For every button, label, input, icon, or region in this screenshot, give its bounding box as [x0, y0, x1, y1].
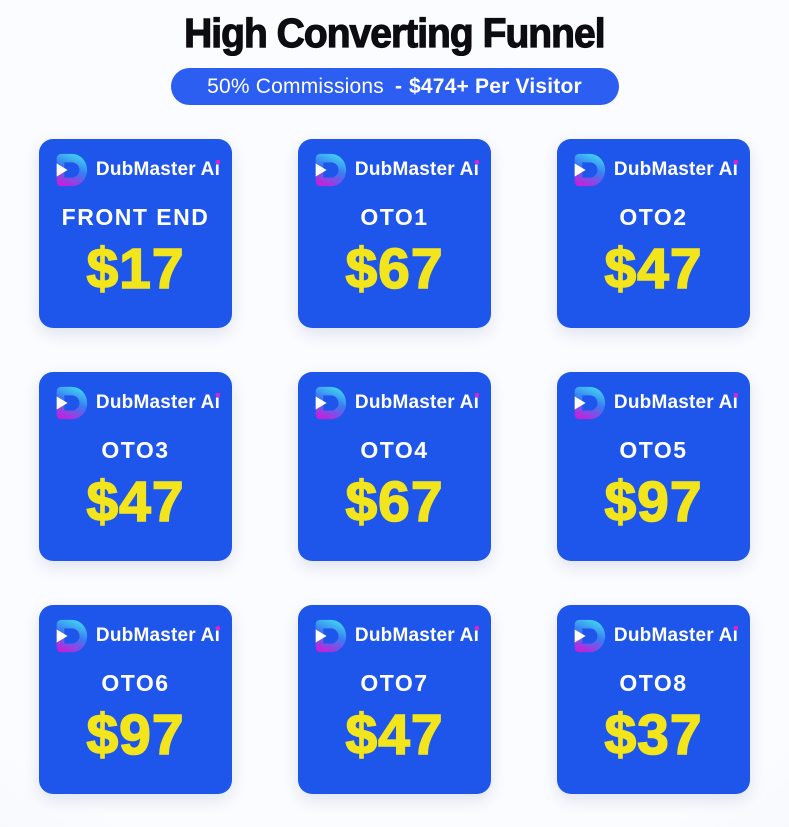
card-label: OTO1	[360, 204, 429, 230]
dubmaster-logo: DubMaster Ai	[569, 615, 739, 657]
play-triangle-icon	[56, 396, 68, 410]
dubmaster-d-play-icon	[315, 386, 347, 420]
dubmaster-d-play-icon	[315, 153, 347, 187]
brand-name: DubMaster Ai	[95, 159, 221, 180]
brand-name: DubMaster Ai	[95, 392, 221, 413]
play-triangle-icon	[56, 163, 68, 177]
funnel-card: DubMaster Ai OTO3 $47	[39, 372, 232, 561]
play-triangle-icon	[574, 163, 586, 177]
card-price: $17	[86, 237, 185, 301]
funnel-card: DubMaster Ai OTO1 $67	[298, 139, 491, 328]
dubmaster-logo: DubMaster Ai	[51, 615, 221, 657]
brand-name: DubMaster Ai	[95, 625, 221, 646]
funnel-card: DubMaster Ai OTO4 $67	[298, 372, 491, 561]
card-label: OTO7	[360, 670, 429, 696]
brand-name: DubMaster Ai	[613, 625, 739, 646]
funnel-card: DubMaster Ai OTO6 $97	[39, 605, 232, 794]
dubmaster-logo: DubMaster Ai	[310, 615, 480, 657]
funnel-card: DubMaster Ai FRONT END $17	[39, 139, 232, 328]
card-price: $97	[86, 703, 185, 767]
per-visitor-text: $474+ Per Visitor	[409, 74, 582, 98]
card-label: OTO6	[101, 670, 170, 696]
dubmaster-d-play-icon	[315, 619, 347, 653]
card-price: $97	[604, 470, 703, 534]
brand-name: DubMaster Ai	[354, 392, 480, 413]
dubmaster-logo: DubMaster Ai	[51, 382, 221, 424]
funnel-card: DubMaster Ai OTO5 $97	[557, 372, 750, 561]
badge-dash: -	[395, 74, 402, 98]
dubmaster-logo: DubMaster Ai	[310, 382, 480, 424]
dubmaster-logo: DubMaster Ai	[569, 149, 739, 191]
dubmaster-logo: DubMaster Ai	[310, 149, 480, 191]
dubmaster-logo: DubMaster Ai	[569, 382, 739, 424]
play-triangle-icon	[56, 629, 68, 643]
card-label: OTO8	[619, 670, 688, 696]
card-label: FRONT END	[61, 204, 210, 230]
card-price: $67	[345, 237, 444, 301]
page-header: High Converting Funnel 50% Commissions -…	[0, 0, 789, 105]
card-price: $37	[604, 703, 703, 767]
brand-name: DubMaster Ai	[354, 159, 480, 180]
card-price: $47	[86, 470, 185, 534]
play-triangle-icon	[574, 629, 586, 643]
page-title: High Converting Funnel	[184, 9, 607, 56]
dubmaster-d-play-icon	[56, 386, 88, 420]
card-label: OTO2	[619, 204, 688, 230]
play-triangle-icon	[574, 396, 586, 410]
commission-rate-text: 50% Commissions	[207, 74, 384, 98]
play-triangle-icon	[315, 396, 327, 410]
funnel-card: DubMaster Ai OTO7 $47	[298, 605, 491, 794]
brand-name: DubMaster Ai	[354, 625, 480, 646]
funnel-card: DubMaster Ai OTO8 $37	[557, 605, 750, 794]
card-label: OTO5	[619, 437, 688, 463]
funnel-card: DubMaster Ai OTO2 $47	[557, 139, 750, 328]
card-price: $47	[604, 237, 703, 301]
card-label: OTO3	[101, 437, 170, 463]
brand-name: DubMaster Ai	[613, 392, 739, 413]
play-triangle-icon	[315, 163, 327, 177]
commission-badge: 50% Commissions - $474+ Per Visitor	[170, 68, 619, 105]
dubmaster-d-play-icon	[56, 153, 88, 187]
card-price: $67	[345, 470, 444, 534]
funnel-grid: DubMaster Ai FRONT END $17 DubMaster Ai …	[0, 139, 789, 794]
dubmaster-logo: DubMaster Ai	[51, 149, 221, 191]
card-label: OTO4	[360, 437, 429, 463]
dubmaster-d-play-icon	[574, 619, 606, 653]
dubmaster-d-play-icon	[574, 153, 606, 187]
dubmaster-d-play-icon	[56, 619, 88, 653]
brand-name: DubMaster Ai	[613, 159, 739, 180]
card-price: $47	[345, 703, 444, 767]
dubmaster-d-play-icon	[574, 386, 606, 420]
play-triangle-icon	[315, 629, 327, 643]
